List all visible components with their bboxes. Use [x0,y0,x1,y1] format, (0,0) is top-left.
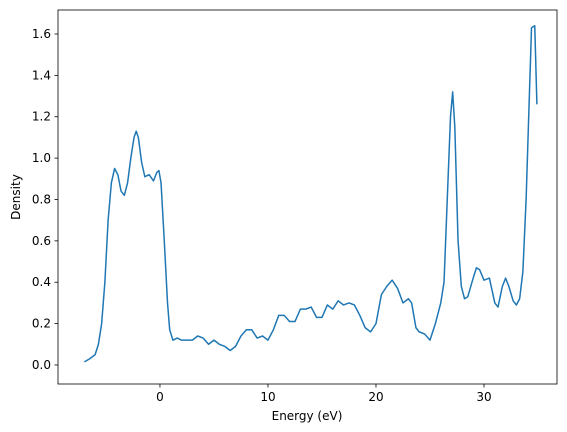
y-tick-label: 0.6 [32,234,51,248]
y-tick-label: 1.2 [32,110,51,124]
y-tick-label: 0.0 [32,358,51,372]
x-axis-label: Energy (eV) [272,409,343,423]
x-tick-label: 30 [476,390,491,404]
y-tick-label: 0.2 [32,317,51,331]
x-tick-label: 20 [368,390,383,404]
y-tick-label: 1.0 [32,151,51,165]
y-tick-label: 1.4 [32,68,51,82]
y-tick-label: 0.8 [32,192,51,206]
line [83,24,538,363]
plot-frame [57,9,558,385]
y-axis-label: Density [9,174,23,220]
x-tick-label: 10 [260,390,275,404]
y-tick-label: 1.6 [32,27,51,41]
y-tick-label: 0.4 [32,275,51,289]
x-tick-label: 0 [156,390,164,404]
